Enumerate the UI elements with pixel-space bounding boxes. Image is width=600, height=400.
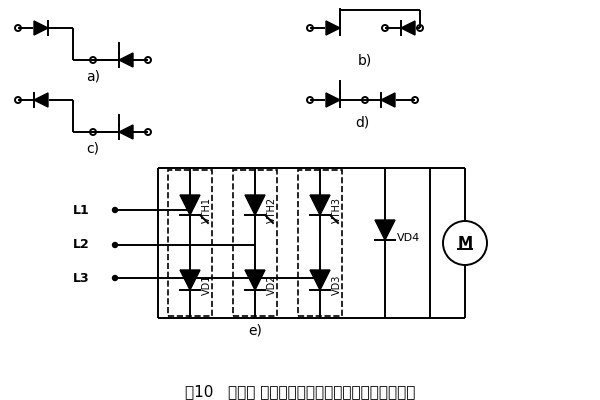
Text: VD2: VD2 <box>267 275 277 295</box>
Polygon shape <box>326 93 340 107</box>
Polygon shape <box>245 270 265 290</box>
Circle shape <box>113 242 118 248</box>
Polygon shape <box>119 53 133 67</box>
Text: b): b) <box>358 53 372 67</box>
Circle shape <box>113 208 118 212</box>
Polygon shape <box>310 195 330 215</box>
Bar <box>298 170 342 316</box>
Polygon shape <box>245 195 265 215</box>
Text: L3: L3 <box>73 272 90 284</box>
Polygon shape <box>310 270 330 290</box>
Text: 图10   晶闸管 整流管联臂模块三相半控桥式整流电路: 图10 晶闸管 整流管联臂模块三相半控桥式整流电路 <box>185 384 415 400</box>
Polygon shape <box>375 220 395 240</box>
Polygon shape <box>180 195 200 215</box>
Text: VTH3: VTH3 <box>332 197 342 223</box>
Text: VTH1: VTH1 <box>202 197 212 223</box>
Text: VD3: VD3 <box>332 275 342 295</box>
Circle shape <box>113 276 118 280</box>
Text: VTH2: VTH2 <box>267 197 277 223</box>
Text: VD1: VD1 <box>202 275 212 295</box>
Text: L2: L2 <box>73 238 90 252</box>
Polygon shape <box>381 93 395 107</box>
Text: VD4: VD4 <box>397 233 420 243</box>
Polygon shape <box>34 93 48 107</box>
Text: c): c) <box>86 141 100 155</box>
Bar <box>233 170 277 316</box>
Text: d): d) <box>355 115 369 129</box>
Polygon shape <box>34 21 48 35</box>
Text: M: M <box>457 236 473 250</box>
Polygon shape <box>180 270 200 290</box>
Text: L1: L1 <box>73 204 90 216</box>
Polygon shape <box>119 125 133 139</box>
Polygon shape <box>326 21 340 35</box>
Bar <box>168 170 212 316</box>
Polygon shape <box>401 21 415 35</box>
Text: a): a) <box>86 69 100 83</box>
Text: e): e) <box>248 323 262 337</box>
